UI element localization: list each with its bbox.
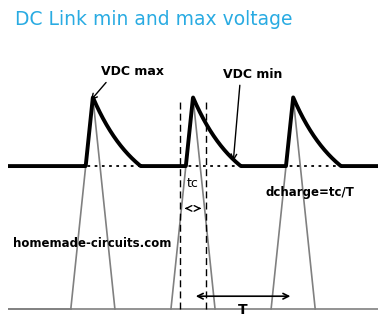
Text: dcharge=tc/T: dcharge=tc/T	[265, 186, 354, 199]
Text: tc: tc	[187, 177, 199, 190]
Text: T: T	[238, 303, 248, 317]
Text: VDC min: VDC min	[223, 68, 283, 82]
Text: VDC max: VDC max	[101, 65, 164, 78]
Text: DC Link min and max voltage: DC Link min and max voltage	[15, 10, 293, 29]
Text: homemade-circuits.com: homemade-circuits.com	[13, 237, 171, 250]
